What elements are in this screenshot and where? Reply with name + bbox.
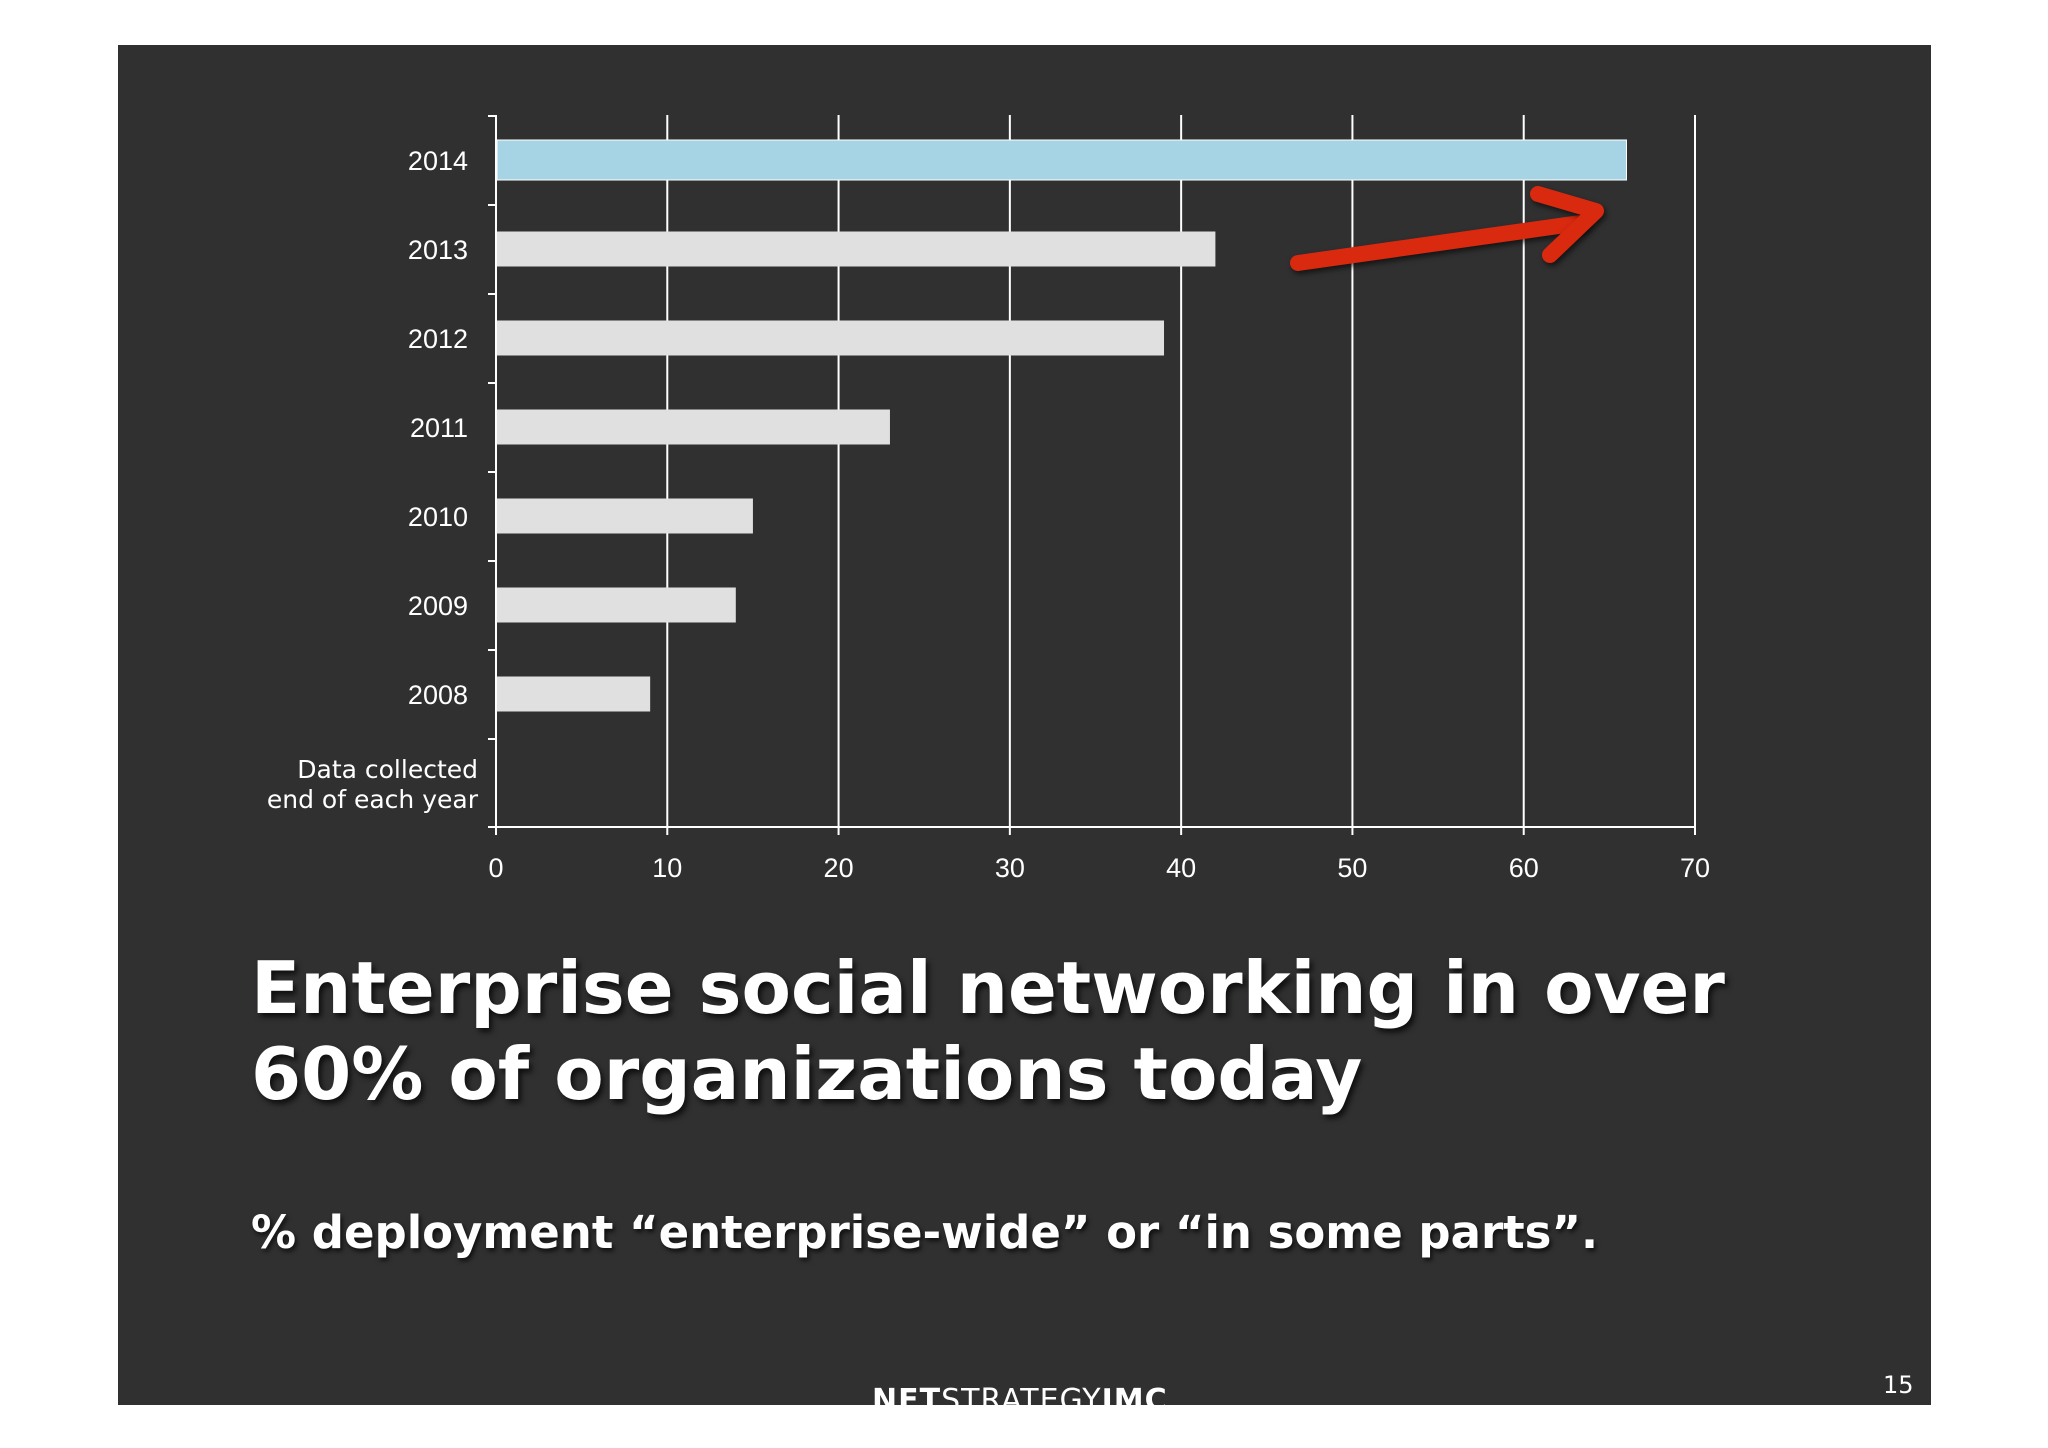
x-tick-label: 70 xyxy=(1680,853,1710,883)
y-tick-label-2013: 2013 xyxy=(408,235,468,265)
x-tick-label: 60 xyxy=(1509,853,1539,883)
x-tick-label: 30 xyxy=(995,853,1025,883)
bar-2010 xyxy=(497,498,753,534)
x-tick-label: 20 xyxy=(824,853,854,883)
slide-headline: Enterprise social networking in over 60%… xyxy=(251,946,1725,1116)
y-tick-label-2008: 2008 xyxy=(408,680,468,710)
x-tick-label: 50 xyxy=(1337,853,1367,883)
y-tick-label-2014: 2014 xyxy=(408,146,468,176)
bar-2014 xyxy=(496,139,1627,181)
y-tick-label-2010: 2010 xyxy=(408,502,468,532)
page-number: 15 xyxy=(1883,1371,1914,1399)
x-tick-label: 10 xyxy=(652,853,682,883)
bar-2012 xyxy=(497,320,1165,356)
logo-part-jmc: JMC xyxy=(1101,1383,1168,1418)
red-arrow-icon xyxy=(1290,186,1604,271)
x-tick-label: 40 xyxy=(1166,853,1196,883)
bar-2013 xyxy=(497,231,1216,267)
logo-part-net: NET xyxy=(872,1383,942,1418)
chart-note-line-1: Data collected xyxy=(297,755,478,784)
y-tick-label-2009: 2009 xyxy=(408,591,468,621)
y-tick-label-2012: 2012 xyxy=(408,324,468,354)
bar-2008 xyxy=(497,676,651,712)
x-tick-label: 0 xyxy=(488,853,503,883)
company-logo: NETSTRATEGYJMC xyxy=(872,1383,1168,1418)
bar-2011 xyxy=(497,409,890,445)
slide: 0 10 20 30 40 50 60 70 2014 2013 2012 2011 2010 2009 2… xyxy=(118,45,1931,1418)
logo-part-strategy: STRATEGY xyxy=(941,1383,1102,1418)
bar-chart: 0 10 20 30 40 50 60 70 2014 2013 2012 2011 2010 2009 2… xyxy=(267,115,1710,883)
bar-2009 xyxy=(497,587,736,623)
slide-subhead: % deployment “enterprise-wide” or “in so… xyxy=(251,1206,1599,1259)
y-tick-label-2011: 2011 xyxy=(410,413,468,443)
chart-note-line-2: end of each year xyxy=(267,785,479,814)
